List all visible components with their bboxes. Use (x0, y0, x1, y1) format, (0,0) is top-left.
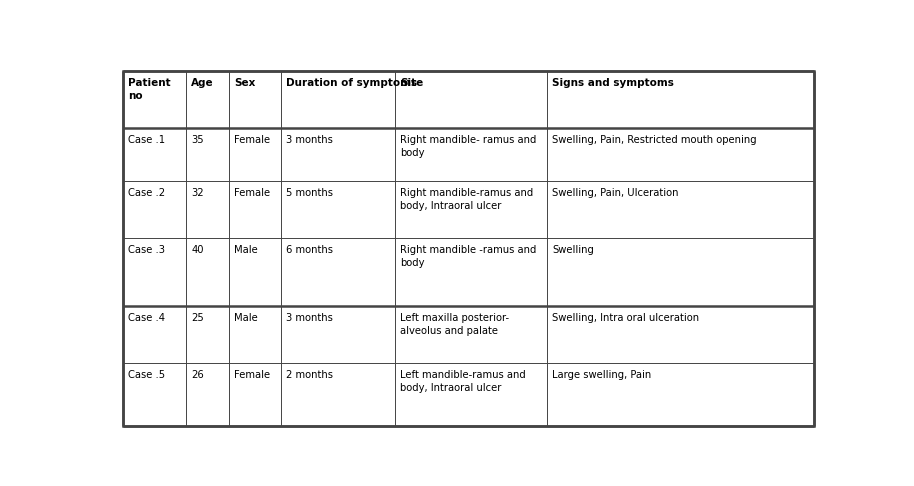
Text: Signs and symptoms: Signs and symptoms (552, 78, 674, 88)
Text: Female: Female (234, 135, 271, 145)
Text: 26: 26 (191, 370, 204, 380)
Text: 6 months: 6 months (286, 244, 333, 255)
Text: Case .3: Case .3 (128, 244, 165, 255)
Text: Right mandible- ramus and
body: Right mandible- ramus and body (400, 135, 537, 158)
Text: Male: Male (234, 244, 258, 255)
Text: Sex: Sex (234, 78, 256, 88)
Text: Case .4: Case .4 (128, 313, 165, 323)
Text: Right mandible -ramus and
body: Right mandible -ramus and body (400, 244, 537, 268)
Text: Large swelling, Pain: Large swelling, Pain (552, 370, 652, 380)
Text: Swelling, Pain, Restricted mouth opening: Swelling, Pain, Restricted mouth opening (552, 135, 757, 145)
Text: Site: Site (400, 78, 423, 88)
Text: Right mandible-ramus and
body, Intraoral ulcer: Right mandible-ramus and body, Intraoral… (400, 188, 534, 211)
Text: 3 months: 3 months (286, 135, 333, 145)
Text: 32: 32 (191, 188, 204, 198)
Text: Male: Male (234, 313, 258, 323)
Text: Left maxilla posterior-
alveolus and palate: Left maxilla posterior- alveolus and pal… (400, 313, 509, 336)
Text: Swelling: Swelling (552, 244, 594, 255)
Text: Duration of symptoms: Duration of symptoms (286, 78, 417, 88)
Text: Female: Female (234, 188, 271, 198)
Text: 35: 35 (191, 135, 204, 145)
Text: Left mandible-ramus and
body, Intraoral ulcer: Left mandible-ramus and body, Intraoral … (400, 370, 526, 393)
Text: Case .1: Case .1 (128, 135, 165, 145)
Text: Female: Female (234, 370, 271, 380)
Text: 25: 25 (191, 313, 204, 323)
Text: Case .5: Case .5 (128, 370, 165, 380)
Text: Patient
no: Patient no (128, 78, 170, 102)
Text: 40: 40 (191, 244, 204, 255)
Text: Swelling, Intra oral ulceration: Swelling, Intra oral ulceration (552, 313, 699, 323)
Text: Swelling, Pain, Ulceration: Swelling, Pain, Ulceration (552, 188, 679, 198)
Text: Case .2: Case .2 (128, 188, 165, 198)
Text: 2 months: 2 months (286, 370, 333, 380)
Text: Age: Age (191, 78, 214, 88)
Text: 3 months: 3 months (286, 313, 333, 323)
Text: 5 months: 5 months (286, 188, 333, 198)
